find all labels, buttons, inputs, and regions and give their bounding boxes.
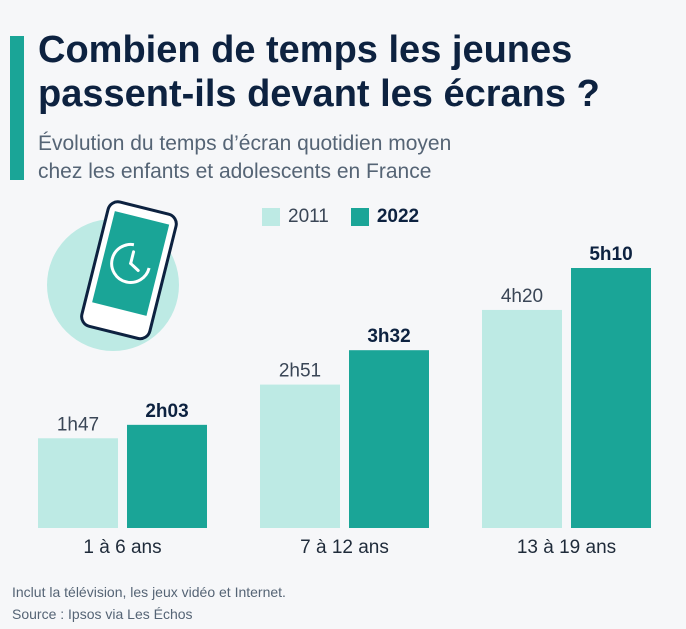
bar-2011-1 bbox=[260, 384, 340, 528]
data-label-2011-1: 2h51 bbox=[279, 361, 321, 382]
legend-item-2011: 2011 bbox=[262, 206, 329, 228]
category-label-2: 13 à 19 ans bbox=[517, 537, 616, 558]
bar-2022-0 bbox=[127, 424, 207, 528]
bar-2022-2 bbox=[571, 268, 651, 528]
title-line-2: passent-ils devant les écrans ? bbox=[38, 73, 600, 115]
chart-title: Combien de temps les jeunes passent-ils … bbox=[38, 28, 678, 116]
legend-item-2022: 2022 bbox=[350, 206, 420, 228]
bar-2011-0 bbox=[38, 438, 118, 528]
source-note: Source : Ipsos via Les Échos bbox=[12, 606, 193, 622]
legend: 2011 2022 bbox=[262, 204, 441, 230]
data-label-2022-1: 3h32 bbox=[367, 326, 410, 347]
data-label-2022-2: 5h10 bbox=[589, 244, 632, 265]
data-label-2022-0: 2h03 bbox=[145, 401, 188, 422]
data-label-2011-2: 4h20 bbox=[501, 286, 543, 307]
title-line-1: Combien de temps les jeunes bbox=[38, 29, 573, 71]
category-label-1: 7 à 12 ans bbox=[300, 537, 389, 558]
phone-clock-icon bbox=[47, 200, 179, 351]
clock-face bbox=[110, 242, 152, 284]
bars-group: 1h47 2h03 1 à 6 ans 2h51 3h32 7 à 12 ans 4h20 5… bbox=[38, 244, 651, 558]
legend-swatch-2011 bbox=[262, 208, 280, 226]
legend-swatch-2022 bbox=[350, 208, 369, 226]
subtitle-line-2: chez les enfants et adolescents en Franc… bbox=[38, 160, 432, 183]
legend-label-2011: 2011 bbox=[288, 206, 329, 227]
accent-bar bbox=[10, 36, 24, 180]
legend-label-2022: 2022 bbox=[376, 206, 420, 227]
data-label-2011-0: 1h47 bbox=[57, 414, 99, 435]
chart-subtitle: Évolution du temps d’écran quotidien moy… bbox=[38, 130, 658, 186]
bar-2011-2 bbox=[482, 309, 562, 528]
footnote: Inclut la télévision, les jeux vidéo et … bbox=[12, 584, 286, 600]
subtitle-line-1: Évolution du temps d’écran quotidien moy… bbox=[38, 132, 452, 155]
category-label-0: 1 à 6 ans bbox=[83, 537, 161, 558]
bar-2022-1 bbox=[349, 350, 429, 528]
